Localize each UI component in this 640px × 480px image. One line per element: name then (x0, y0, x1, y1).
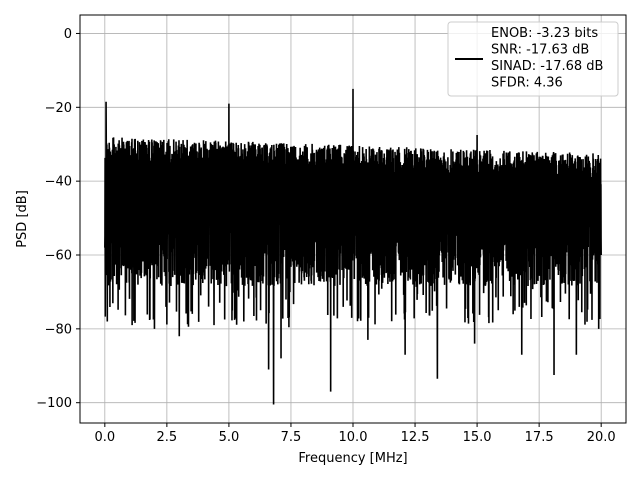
x-tick-label: 7.5 (281, 430, 302, 445)
x-tick-label: 15.0 (463, 430, 492, 445)
legend-line-text: SNR: -17.63 dB (491, 43, 589, 58)
y-axis-ticks: 0 −20 −40 −60 −80 −100 (36, 27, 80, 411)
y-axis-label: PSD [dB] (15, 190, 30, 248)
y-tick-label: 0 (64, 27, 72, 42)
x-tick-label: 5.0 (219, 430, 240, 445)
y-tick-label: −80 (45, 322, 72, 337)
x-tick-label: 2.5 (157, 430, 178, 445)
legend-line-text: ENOB: -3.23 bits (491, 26, 598, 41)
legend-box (447, 21, 619, 97)
psd-series-line (104, 88, 602, 405)
x-tick-label: 20.0 (587, 430, 616, 445)
x-axis-ticks: 0.0 2.5 5.0 7.5 10.0 12.5 15.0 17.5 20.0 (94, 423, 616, 445)
x-tick-label: 0.0 (94, 430, 115, 445)
y-tick-label: −20 (45, 101, 72, 116)
legend-line-text: SFDR: 4.36 (491, 76, 563, 91)
y-tick-label: −40 (45, 175, 72, 190)
x-tick-label: 12.5 (401, 430, 430, 445)
y-tick-label: −60 (45, 249, 72, 264)
legend-line-text: SINAD: -17.68 dB (491, 59, 603, 74)
series-layer (104, 88, 602, 405)
x-tick-label: 10.0 (339, 430, 368, 445)
y-tick-label: −100 (36, 396, 72, 411)
legend: ENOB: -3.23 bits SNR: -17.63 dB SINAD: -17… (447, 21, 619, 97)
legend-entry: ENOB: -3.23 bits SNR: -17.63 dB SINAD: -17… (491, 26, 603, 91)
x-tick-label: 17.5 (525, 430, 554, 445)
x-axis-label: Frequency [MHz] (298, 451, 407, 466)
